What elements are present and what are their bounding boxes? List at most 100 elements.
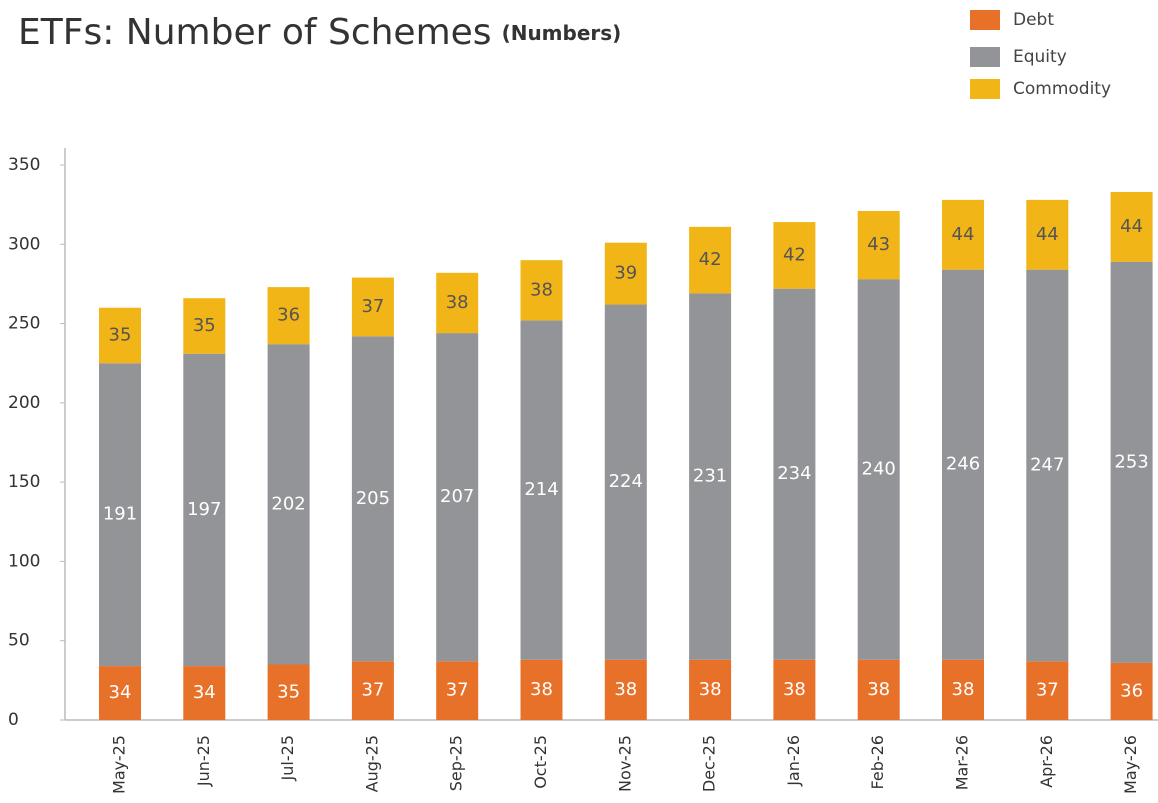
data-label: 39 [614, 263, 637, 284]
x-tick-label: Sep-25 [447, 735, 466, 791]
legend-swatch [970, 79, 1000, 99]
bar-segment [99, 666, 141, 720]
data-label: 44 [1036, 224, 1059, 245]
data-label: 224 [609, 471, 643, 492]
y-tick-label: 200 [8, 393, 40, 413]
bar-segment [773, 222, 816, 289]
x-tick-label: Mar-26 [953, 735, 972, 790]
bar-segment [689, 659, 732, 720]
data-label: 38 [867, 679, 890, 700]
data-label: 191 [103, 504, 137, 525]
bar-segment [99, 307, 141, 364]
y-tick-label: 50 [8, 631, 30, 651]
legend-swatch [970, 47, 1000, 67]
data-label: 202 [271, 493, 305, 514]
data-label: 234 [777, 463, 811, 484]
y-tick-label: 300 [8, 234, 40, 254]
data-label: 36 [277, 305, 300, 326]
data-label: 37 [1036, 680, 1059, 701]
x-tick-label: Jun-25 [194, 735, 213, 787]
data-label: 34 [193, 682, 216, 703]
chart-title: ETFs: Number of Schemes (Numbers) [18, 12, 621, 53]
bar-segment [1110, 191, 1153, 262]
bar-segment [520, 320, 563, 660]
data-label: 253 [1114, 451, 1148, 472]
data-label: 35 [277, 681, 300, 702]
bar-segment [99, 363, 141, 667]
y-tick-label: 250 [8, 314, 40, 334]
bar-segment [267, 287, 310, 345]
legend-label: Debt [1013, 10, 1054, 30]
bar-segment [351, 277, 394, 337]
data-label: 34 [109, 682, 132, 703]
x-tick-label: Nov-25 [615, 735, 634, 792]
legend-label: Equity [1013, 47, 1067, 67]
y-tick-label: 0 [8, 710, 19, 730]
data-label: 38 [446, 292, 469, 313]
data-label: 35 [193, 315, 216, 336]
y-tick-label: 100 [8, 551, 40, 571]
data-label: 37 [361, 680, 384, 701]
data-label: 38 [699, 679, 722, 700]
bar-segment [773, 288, 816, 660]
data-label: 214 [524, 479, 558, 500]
bar-segment [942, 199, 984, 270]
data-label: 205 [356, 488, 390, 509]
bar-segment [267, 664, 310, 720]
bar-segment [689, 293, 732, 660]
x-tick-label: Feb-26 [868, 735, 887, 789]
subtitle: (Numbers) [502, 21, 622, 45]
bar-segment [857, 279, 900, 660]
bar-segment [604, 242, 647, 305]
bar-segment [520, 260, 563, 321]
x-tick-label: May-25 [110, 735, 129, 794]
data-label: 44 [1120, 216, 1143, 237]
data-label: 37 [446, 680, 469, 701]
bar-segment [942, 659, 984, 720]
title: ETFs: Number of Schemes [18, 12, 492, 53]
data-label: 240 [862, 458, 896, 479]
bar-segment [183, 353, 226, 667]
data-label: 246 [946, 454, 980, 475]
bar-segment [1110, 662, 1153, 720]
bar-segment [1026, 661, 1069, 720]
bar-segment [520, 659, 563, 720]
data-label: 247 [1030, 454, 1064, 475]
bar-segment [773, 659, 816, 720]
data-label: 38 [783, 679, 806, 700]
bar-segment [1110, 261, 1153, 663]
x-tick-label: Jan-26 [784, 735, 803, 787]
y-tick-label: 350 [8, 155, 40, 175]
bar-segment [857, 210, 900, 280]
data-label: 38 [530, 679, 553, 700]
data-label: 36 [1120, 680, 1143, 701]
bar-segment [1026, 269, 1069, 662]
data-label: 207 [440, 486, 474, 507]
bar-segment [604, 659, 647, 720]
bar-segment [436, 333, 479, 662]
data-label: 38 [614, 679, 637, 700]
data-label: 38 [952, 679, 975, 700]
data-label: 37 [361, 296, 384, 317]
x-tick-label: Aug-25 [362, 735, 381, 792]
bar-segment [351, 336, 394, 662]
data-label: 43 [867, 234, 890, 255]
bar-segment [436, 272, 479, 334]
bar-segment [1026, 199, 1069, 270]
bar-segment [351, 661, 394, 720]
data-label: 197 [187, 499, 221, 520]
bar-segment [183, 666, 226, 720]
data-label: 42 [783, 244, 806, 265]
x-tick-label: Apr-26 [1037, 735, 1056, 788]
bar-segment [857, 659, 900, 720]
legend-swatch [970, 10, 1000, 30]
data-label: 231 [693, 466, 727, 487]
y-tick-label: 150 [8, 472, 40, 492]
data-label: 44 [952, 224, 975, 245]
x-tick-label: Jul-25 [278, 735, 297, 781]
x-tick-label: Dec-25 [700, 735, 719, 792]
bar-segment [942, 269, 984, 660]
legend-label: Commodity [1013, 79, 1111, 99]
bar-segment [183, 298, 226, 354]
bar-segment [436, 661, 479, 720]
